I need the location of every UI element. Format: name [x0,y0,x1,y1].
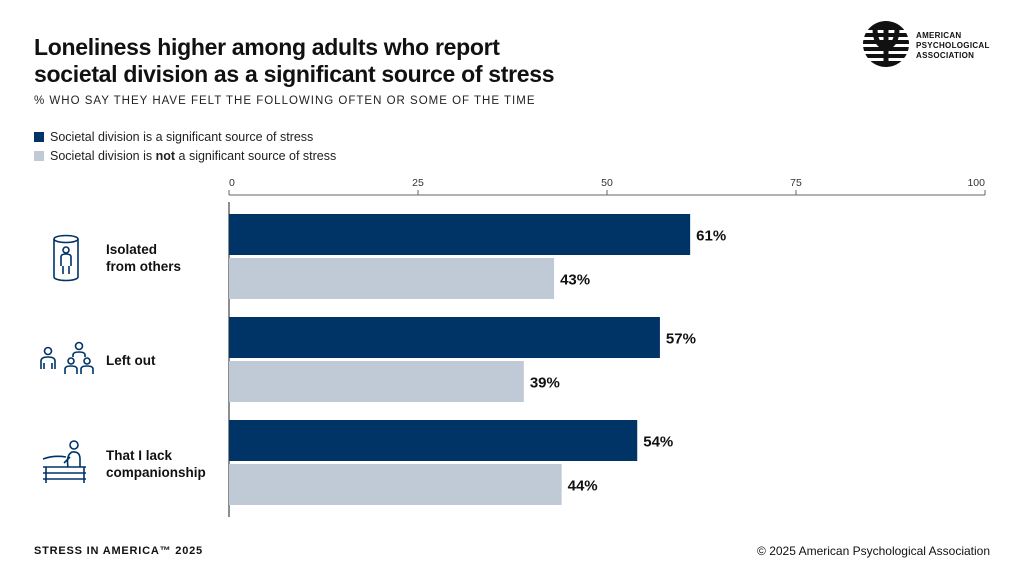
category-label-companionship: That I lack companionship [106,447,206,481]
apa-logo: AMERICAN PSYCHOLOGICAL ASSOCIATION [862,20,1002,72]
isolated-person-icon [53,234,79,282]
bar-value-label: 61% [696,228,726,245]
legend-item-not-significant: Societal division is not a significant s… [34,146,336,165]
x-tick-label: 25 [412,177,424,189]
title-line-2: societal division as a significant sourc… [34,61,555,87]
title-line-1: Loneliness higher among adults who repor… [34,34,500,60]
bar-value-label: 43% [560,272,590,289]
legend-label-not-significant: Societal division is not a significant s… [50,149,336,163]
category-label-line: Left out [106,353,156,368]
bar-not-significant [229,464,562,505]
logo-line-1: AMERICAN [916,31,962,40]
x-tick-label: 0 [229,177,235,189]
bar-not-significant [229,258,555,299]
bar-not-significant [229,361,524,402]
chart-subtitle: % WHO SAY THEY HAVE FELT THE FOLLOWING O… [34,95,536,107]
legend-swatch-not-significant [34,150,44,161]
bar-significant [229,317,660,358]
legend-item-significant: Societal division is a significant sourc… [34,127,336,146]
x-tick-label: 75 [790,177,802,189]
category-label-line: That I lack [106,448,173,463]
left-out-people-icon [40,341,94,374]
bar-value-label: 39% [530,375,560,392]
legend-text: Societal division is [50,148,156,163]
legend-label-significant: Societal division is a significant sourc… [50,130,313,144]
bar-value-label: 44% [568,478,598,495]
legend: Societal division is a significant sourc… [34,127,336,165]
bar-significant [229,214,691,255]
category-label-line: companionship [106,465,206,480]
person-on-bench-icon [42,440,86,483]
category-label-line: Isolated [106,242,158,257]
legend-text-bold: not [155,148,176,163]
logo-line-2: PSYCHOLOGICAL [916,41,990,50]
x-tick-label: 50 [601,177,613,189]
bar-significant [229,420,638,461]
logo-wordmark: AMERICAN PSYCHOLOGICAL ASSOCIATION [916,31,990,61]
legend-swatch-significant [34,131,44,142]
legend-text: a significant source of stress [175,148,337,163]
footer-copyright: © 2025 American Psychological Associatio… [757,544,990,558]
legend-text: Societal division is a significant sourc… [50,129,314,144]
x-tick-label: 100 [967,177,985,189]
psi-logo-icon [863,21,909,67]
category-label-left-out: Left out [106,352,156,369]
chart-title: Loneliness higher among adults who repor… [34,34,754,88]
bar-value-label: 57% [666,331,696,348]
category-label-line: from others [106,259,182,274]
logo-line-3: ASSOCIATION [916,51,975,60]
footer-series-name: STRESS IN AMERICA™ 2025 [34,545,203,557]
bar-value-label: 54% [643,434,673,451]
category-label-isolated: Isolated from others [106,241,181,275]
